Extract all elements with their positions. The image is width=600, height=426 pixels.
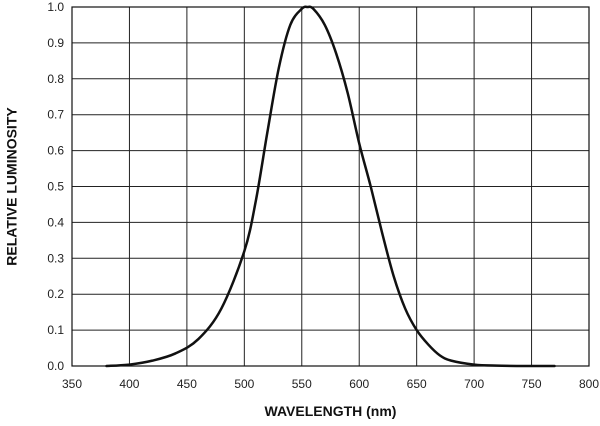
x-tick-label: 350 [62, 377, 82, 391]
y-tick-label: 0.8 [47, 72, 64, 86]
y-tick-label: 0.9 [47, 36, 64, 50]
x-tick-label: 450 [177, 377, 197, 391]
x-tick-label: 800 [579, 377, 599, 391]
x-tick-label: 650 [407, 377, 427, 391]
y-tick-label: 0.5 [47, 180, 64, 194]
plot-frame [71, 6, 590, 367]
x-axis-ticks: 350 400 450 500 550 600 650 700 750 800 [62, 377, 599, 391]
grid [71, 6, 590, 367]
x-axis-title: WAVELENGTH (nm) [265, 403, 397, 419]
y-tick-label: 1.0 [47, 0, 64, 14]
x-tick-label: 750 [522, 377, 542, 391]
y-tick-label: 0.4 [47, 215, 64, 229]
y-tick-label: 0.2 [47, 287, 64, 301]
y-tick-label: 0.3 [47, 251, 64, 265]
y-axis-ticks: 0.0 0.1 0.2 0.3 0.4 0.5 0.6 0.7 0.8 0.9 1.0 [47, 0, 64, 373]
y-tick-label: 0.7 [47, 108, 64, 122]
x-tick-label: 500 [234, 377, 254, 391]
x-tick-label: 400 [119, 377, 139, 391]
y-tick-label: 0.0 [47, 359, 64, 373]
y-axis-title: RELATIVE LUMINOSITY [4, 107, 20, 266]
x-tick-label: 550 [292, 377, 312, 391]
luminosity-curve [105, 5, 556, 368]
x-tick-label: 700 [464, 377, 484, 391]
y-tick-label: 0.1 [47, 323, 64, 337]
y-tick-label: 0.6 [47, 144, 64, 158]
x-tick-label: 600 [349, 377, 369, 391]
